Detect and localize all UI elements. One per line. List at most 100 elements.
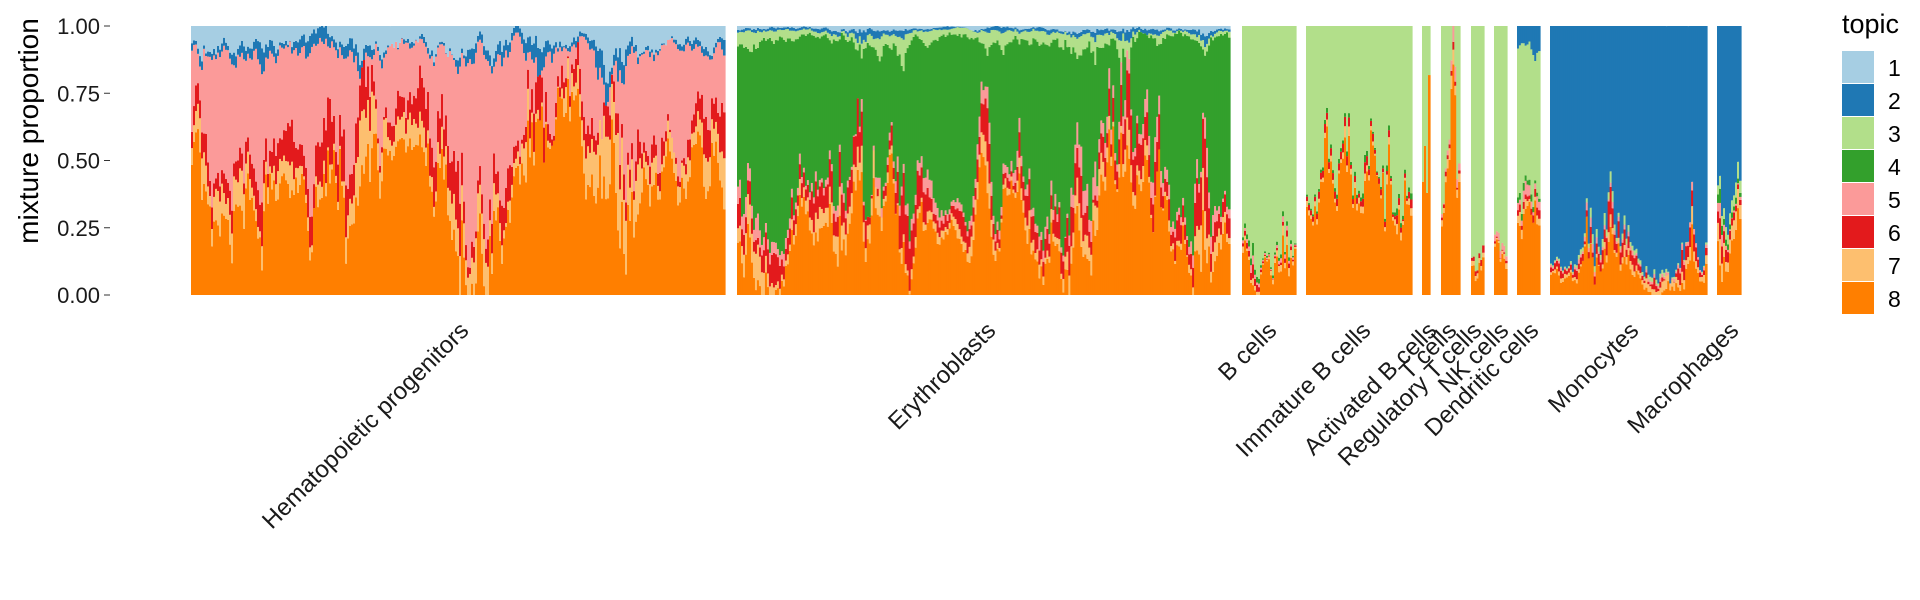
bar-segment-topic-5 bbox=[968, 220, 972, 230]
bar-segment-topic-1 bbox=[1140, 26, 1143, 29]
bar-segment-topic-7 bbox=[1044, 257, 1047, 264]
bar-segment-topic-8 bbox=[1018, 173, 1022, 295]
bar-segment-topic-5 bbox=[499, 55, 502, 201]
bar-segment-topic-6 bbox=[1390, 178, 1393, 181]
bar-segment-topic-1 bbox=[263, 26, 266, 53]
bar-segment-topic-1 bbox=[890, 26, 894, 31]
bar-segment-topic-6 bbox=[1613, 234, 1617, 250]
bar-segment-topic-8 bbox=[1615, 256, 1619, 295]
bar-segment-topic-6 bbox=[1228, 218, 1231, 239]
bar-segment-topic-5 bbox=[359, 78, 362, 86]
bar-segment-topic-7 bbox=[1064, 256, 1067, 270]
bar-segment-topic-3 bbox=[1038, 31, 1041, 46]
bar-segment-topic-3 bbox=[1446, 26, 1450, 151]
bar-segment-topic-1 bbox=[1026, 26, 1030, 29]
bar-segment-topic-5 bbox=[1522, 190, 1526, 202]
bar-segment-topic-7 bbox=[1396, 223, 1399, 235]
group-hematopoietic-progenitors bbox=[191, 26, 726, 296]
bar-segment-topic-5 bbox=[1637, 262, 1641, 265]
bar-segment-topic-7 bbox=[826, 207, 830, 227]
bar-segment-topic-5 bbox=[549, 51, 552, 134]
bar-segment-topic-6 bbox=[1603, 229, 1607, 243]
bar-segment-topic-2 bbox=[1643, 26, 1646, 277]
bar-segment-topic-3 bbox=[816, 33, 820, 37]
bar-segment-topic-1 bbox=[605, 26, 608, 83]
bar-segment-topic-5 bbox=[790, 188, 794, 198]
bar-segment-topic-5 bbox=[1072, 194, 1075, 208]
bar-segment-topic-7 bbox=[511, 184, 514, 198]
bar-segment-topic-6 bbox=[367, 66, 370, 100]
bar-segment-topic-1 bbox=[1144, 26, 1147, 29]
bar-segment-topic-1 bbox=[427, 26, 430, 49]
bar-segment-topic-8 bbox=[1248, 259, 1251, 295]
bar-segment-topic-5 bbox=[277, 55, 280, 144]
bar-segment-topic-7 bbox=[425, 147, 428, 166]
bar-segment-topic-2 bbox=[866, 28, 870, 36]
bar-segment-topic-8 bbox=[583, 173, 586, 295]
bar-segment-topic-3 bbox=[1737, 161, 1740, 179]
bar-segment-topic-7 bbox=[1174, 260, 1177, 264]
bar-segment-topic-7 bbox=[832, 235, 836, 252]
bar-segment-topic-7 bbox=[1675, 276, 1678, 284]
bar-segment-topic-7 bbox=[597, 144, 600, 188]
bar-segment-topic-3 bbox=[1471, 26, 1474, 258]
bar-segment-topic-7 bbox=[1575, 279, 1579, 284]
bar-segment-topic-7 bbox=[1192, 287, 1195, 295]
bar-segment-topic-4 bbox=[934, 39, 938, 203]
bar-segment-topic-7 bbox=[629, 187, 632, 221]
bar-segment-topic-7 bbox=[353, 195, 356, 224]
bar-segment-topic-8 bbox=[283, 173, 286, 295]
bar-segment-topic-7 bbox=[577, 65, 580, 89]
bar-segment-topic-5 bbox=[711, 59, 714, 99]
bar-segment-topic-3 bbox=[1597, 246, 1601, 252]
bar-segment-topic-6 bbox=[475, 231, 478, 239]
bar-segment-topic-6 bbox=[285, 130, 288, 162]
bar-segment-topic-4 bbox=[898, 54, 902, 206]
bar-segment-topic-5 bbox=[1254, 274, 1257, 279]
bar-segment-topic-2 bbox=[1126, 29, 1129, 41]
bar-segment-topic-6 bbox=[1276, 247, 1279, 251]
bar-segment-topic-6 bbox=[1138, 143, 1141, 171]
bar-segment-topic-7 bbox=[1312, 221, 1315, 226]
bar-segment-topic-7 bbox=[1538, 218, 1541, 226]
bar-segment-topic-7 bbox=[1004, 178, 1008, 188]
bar-segment-topic-7 bbox=[1410, 208, 1413, 216]
bar-segment-topic-5 bbox=[513, 35, 516, 147]
bar-segment-topic-8 bbox=[742, 277, 746, 295]
bar-segment-topic-7 bbox=[283, 155, 286, 174]
bar-segment-topic-5 bbox=[477, 41, 480, 181]
bar-segment-topic-8 bbox=[517, 165, 520, 295]
bar-segment-topic-5 bbox=[329, 47, 332, 99]
bar-segment-topic-7 bbox=[1124, 149, 1127, 172]
bar-segment-topic-4 bbox=[740, 44, 744, 217]
bar-segment-topic-5 bbox=[325, 38, 328, 131]
bar-segment-topic-8 bbox=[377, 170, 380, 295]
bar-segment-topic-7 bbox=[1695, 261, 1698, 269]
bar-segment-topic-8 bbox=[996, 248, 1000, 295]
bar-segment-topic-7 bbox=[1074, 195, 1077, 214]
bar-segment-topic-8 bbox=[836, 266, 840, 295]
bar-segment-topic-5 bbox=[211, 59, 214, 208]
bar-segment-topic-8 bbox=[419, 134, 422, 295]
bar-segment-topic-6 bbox=[1198, 192, 1201, 230]
bar-segment-topic-7 bbox=[802, 187, 806, 197]
bar-segment-topic-6 bbox=[1182, 205, 1185, 223]
bar-segment-topic-8 bbox=[1266, 261, 1269, 295]
bar-segment-topic-7 bbox=[719, 152, 722, 181]
bar-segment-topic-5 bbox=[1136, 115, 1139, 124]
bar-segment-topic-8 bbox=[721, 187, 724, 295]
bar-segment-topic-8 bbox=[541, 106, 544, 296]
bar-segment-topic-1 bbox=[746, 26, 750, 29]
bar-segment-topic-6 bbox=[1735, 205, 1738, 212]
bar-segment-topic-7 bbox=[1639, 272, 1643, 279]
bar-segment-topic-6 bbox=[1637, 264, 1641, 271]
bar-segment-topic-5 bbox=[271, 53, 274, 152]
bar-segment-topic-8 bbox=[944, 231, 948, 295]
bar-segment-topic-3 bbox=[1374, 26, 1377, 148]
bar-segment-topic-3 bbox=[1024, 30, 1028, 41]
bar-segment-topic-5 bbox=[719, 42, 722, 117]
bar-segment-topic-2 bbox=[1090, 31, 1093, 37]
bar-segment-topic-4 bbox=[1018, 44, 1022, 118]
bar-segment-topic-3 bbox=[1122, 33, 1125, 49]
bar-segment-topic-1 bbox=[595, 26, 598, 47]
